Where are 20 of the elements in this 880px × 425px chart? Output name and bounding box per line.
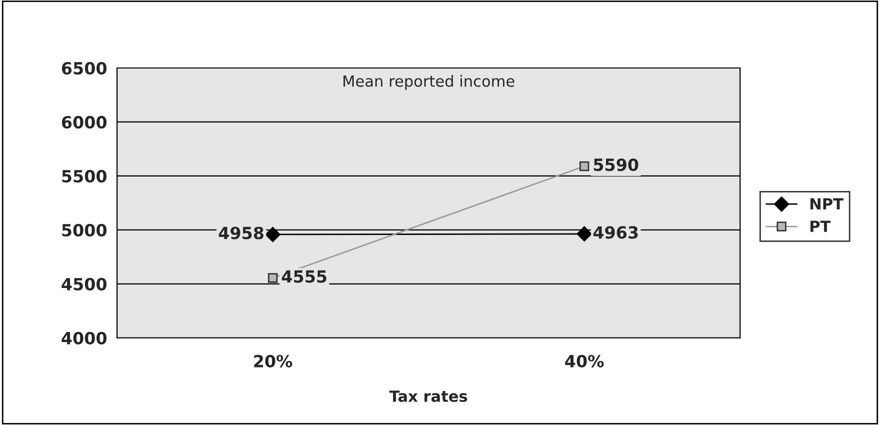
point <box>579 161 590 172</box>
data-label: 5590 <box>594 158 638 172</box>
point <box>268 273 278 283</box>
x-axis-title: Tax rates <box>389 390 468 402</box>
y-tick-label: 4500 <box>62 278 107 290</box>
legend-label: NPT <box>810 198 844 210</box>
y-tick-label: 5000 <box>62 224 107 236</box>
data-label: 4958 <box>218 226 264 240</box>
y-tick-label: 6000 <box>62 116 107 129</box>
x-tick-label: 40% <box>565 354 604 368</box>
point <box>265 226 280 242</box>
y-tick-label: 4000 <box>62 332 107 344</box>
y-tick-label: 6500 <box>62 62 107 75</box>
data-label: 4963 <box>593 226 638 239</box>
point <box>576 226 592 242</box>
y-tick-label: 5500 <box>62 170 107 183</box>
chart-title: Mean reported income <box>344 75 514 90</box>
x-tick-label: 20% <box>254 354 292 368</box>
data-label: 4555 <box>282 270 326 283</box>
legend-label: PT <box>810 220 831 232</box>
